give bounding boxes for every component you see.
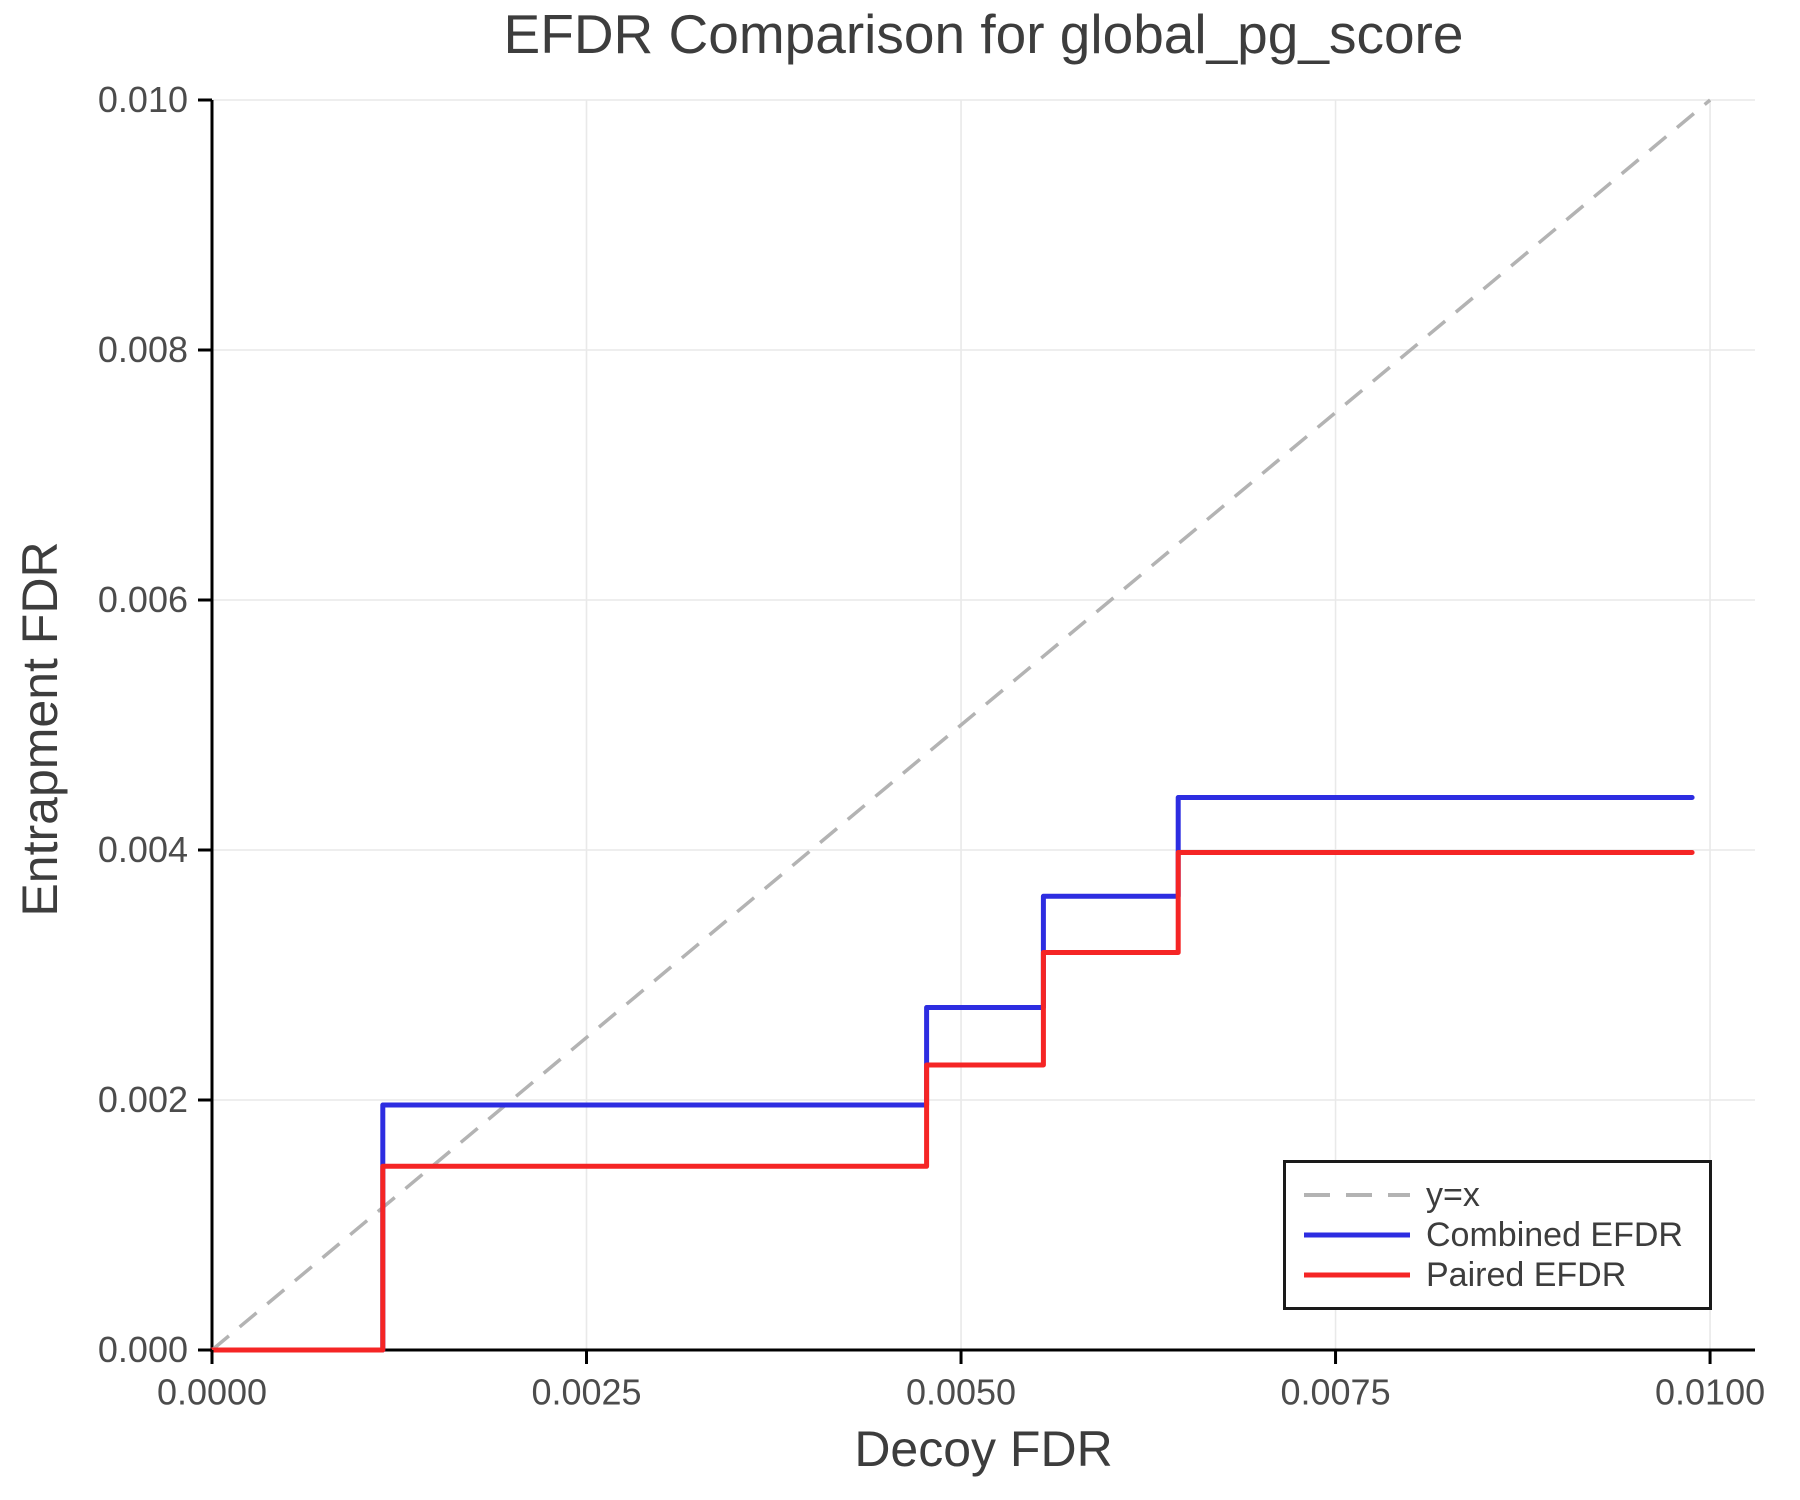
- y-tick-label: 0.000: [98, 1329, 188, 1370]
- x-tick-label: 0.0100: [1655, 1371, 1765, 1412]
- y-tick-label: 0.002: [98, 1079, 188, 1120]
- y-tick-label: 0.010: [98, 79, 188, 120]
- legend-label: Paired EFDR: [1426, 1255, 1627, 1294]
- legend-line-swatch: [1304, 1272, 1410, 1278]
- legend-dashed-line-swatch: [1304, 1193, 1410, 1197]
- legend-entry: y=x: [1302, 1176, 1709, 1214]
- x-tick-label: 0.0075: [1280, 1371, 1390, 1412]
- legend-label: y=x: [1426, 1175, 1480, 1214]
- x-tick-label: 0.0000: [157, 1371, 267, 1412]
- legend-line-swatch: [1304, 1232, 1410, 1238]
- legend: y=x Combined EFDR Paired EFDR: [1283, 1160, 1712, 1310]
- x-tick-label: 0.0025: [531, 1371, 641, 1412]
- x-tick-label: 0.0050: [906, 1371, 1016, 1412]
- x-axis-label: Decoy FDR: [854, 1421, 1113, 1477]
- y-x-line: [210, 98, 1712, 1352]
- y-axis-label: Entrapment FDR: [12, 541, 68, 917]
- legend-entry: Combined EFDR: [1302, 1216, 1709, 1254]
- chart-title: EFDR Comparison for global_pg_score: [503, 3, 1464, 65]
- legend-label: Combined EFDR: [1426, 1215, 1683, 1254]
- y-tick-label: 0.006: [98, 579, 188, 620]
- y-tick-label: 0.008: [98, 329, 188, 370]
- paired-efdr-line: [209, 850, 1695, 1353]
- legend-entry: Paired EFDR: [1302, 1256, 1709, 1294]
- y-tick-label: 0.004: [98, 829, 188, 870]
